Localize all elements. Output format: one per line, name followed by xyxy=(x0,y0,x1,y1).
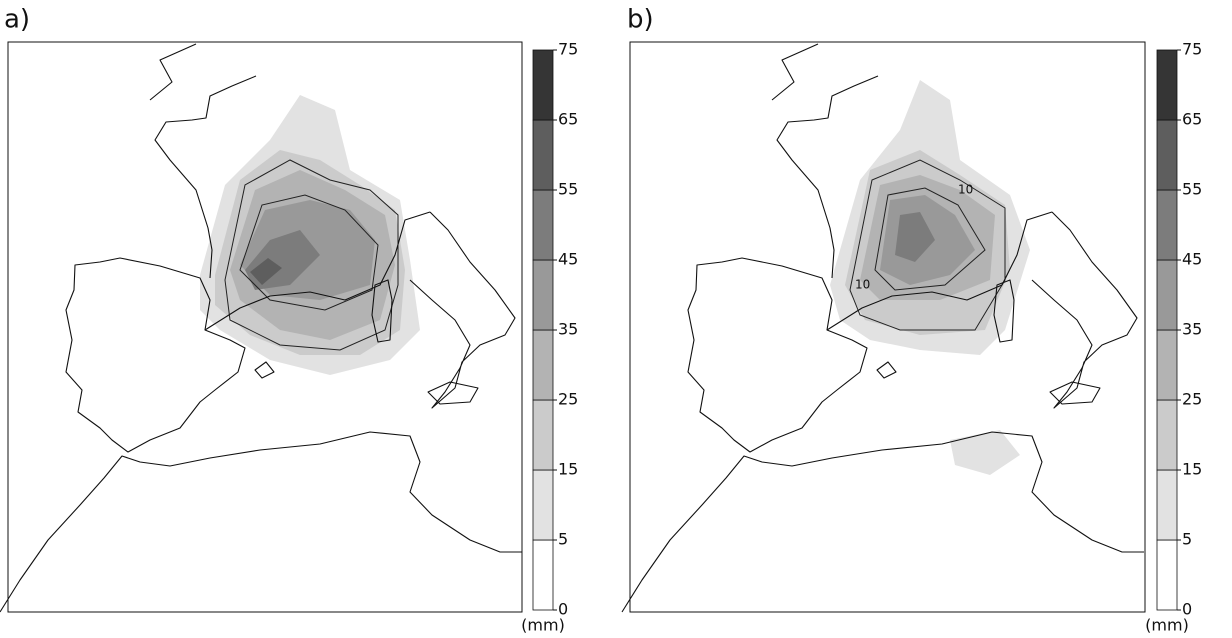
colorbar-tick-label: 35 xyxy=(558,320,578,339)
colorbar-tick-label: 15 xyxy=(1182,460,1202,479)
colorbar-segment xyxy=(1156,469,1178,541)
colorbar-tick-label: 0 xyxy=(1182,600,1192,619)
colorbar-tick-label: 75 xyxy=(1182,40,1202,59)
colorbar-tick-label: 55 xyxy=(558,180,578,199)
colorbar-segment xyxy=(532,399,554,471)
colorbar-tick-label: 35 xyxy=(1182,320,1202,339)
colorbar-tick-label: 55 xyxy=(1182,180,1202,199)
colorbar-tick-label: 0 xyxy=(558,600,568,619)
colorbar-tick-label: 25 xyxy=(558,390,578,409)
colorbar: 0 5 15 25 35 45 55 65 75 (mm) xyxy=(1145,40,1202,635)
colorbar-segment xyxy=(532,539,554,611)
precip-field xyxy=(200,95,420,375)
colorbar-segment xyxy=(1156,49,1178,121)
colorbar-segment xyxy=(1156,329,1178,401)
colorbar-tick-label: 25 xyxy=(1182,390,1202,409)
colorbar-unit: (mm) xyxy=(1145,616,1189,635)
colorbar-tick-label: 75 xyxy=(558,40,578,59)
colorbar-tick-label: 65 xyxy=(1182,110,1202,129)
contour-label: 10 xyxy=(958,183,973,197)
colorbar-segment xyxy=(532,469,554,541)
colorbar-tick-label: 45 xyxy=(558,250,578,269)
colorbar-unit: (mm) xyxy=(521,616,565,635)
colorbar-segment xyxy=(532,189,554,261)
colorbar-segment xyxy=(1156,189,1178,261)
panel-label: b) xyxy=(627,5,654,35)
colorbar-segment xyxy=(532,259,554,331)
colorbar-tick-label: 45 xyxy=(1182,250,1202,269)
colorbar: 0 5 15 25 35 45 55 65 75 (mm) xyxy=(521,40,578,635)
panel-label: a) xyxy=(4,5,30,35)
colorbar-segment xyxy=(532,119,554,191)
colorbar-segment xyxy=(532,49,554,121)
colorbar-segment xyxy=(532,329,554,401)
colorbar-tick-label: 5 xyxy=(1182,530,1192,549)
colorbar-segment xyxy=(1156,399,1178,471)
colorbar-segment xyxy=(1156,119,1178,191)
colorbar-tick-label: 5 xyxy=(558,530,568,549)
colorbar-segment xyxy=(1156,259,1178,331)
colorbar-tick-label: 65 xyxy=(558,110,578,129)
contour-label: 10 xyxy=(855,278,870,292)
colorbar-tick-label: 15 xyxy=(558,460,578,479)
precip-field xyxy=(830,80,1030,475)
colorbar-segment xyxy=(1156,539,1178,611)
